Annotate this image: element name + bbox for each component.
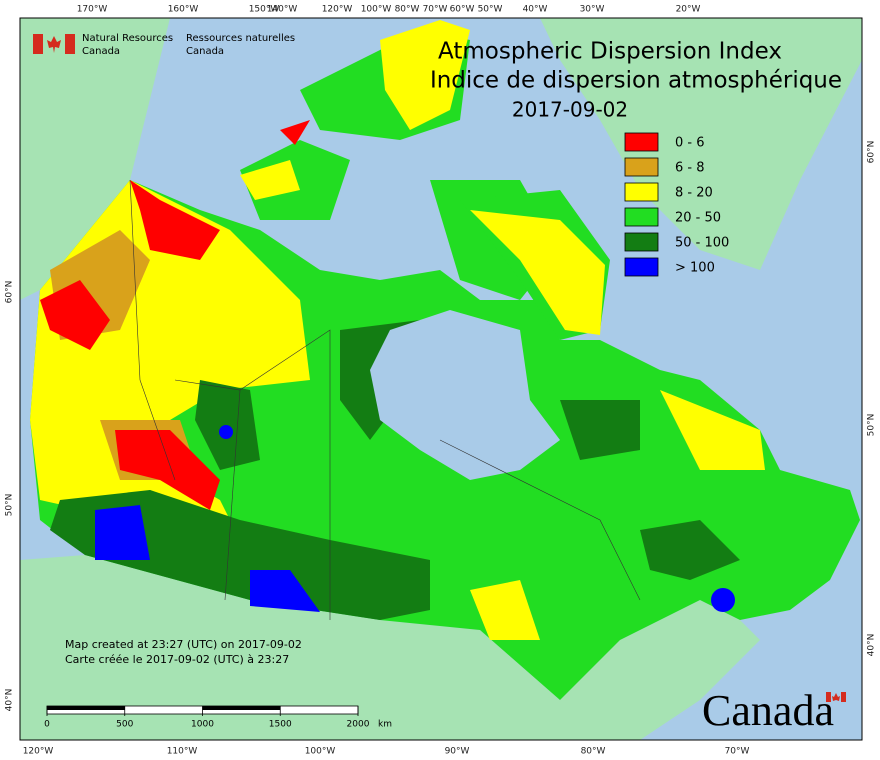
map-date: 2017-09-02 — [512, 98, 628, 122]
scale-unit: km — [378, 720, 392, 730]
map-title: Indice de dispersion atmosphérique — [430, 68, 842, 94]
header-en: Natural Resources — [82, 33, 173, 44]
legend-swatch — [624, 182, 659, 202]
map-title: Atmospheric Dispersion Index — [438, 39, 782, 65]
lon-label: 170°W — [77, 5, 108, 15]
legend-label: 0 - 6 — [675, 136, 705, 151]
lon-label: 40°W — [523, 5, 548, 15]
scale-label: 1500 — [269, 720, 292, 730]
legend-label: > 100 — [675, 261, 715, 276]
lon-label: 120°W — [322, 5, 353, 15]
lon-label: 70°W — [725, 747, 750, 757]
dynamic-layer: 0 - 6 6 - 8 8 - 20 20 - 50 50 - 100 > 100 170°… — [5, 5, 877, 757]
header-fr: Ressources naturelles — [186, 33, 295, 44]
legend-label: 50 - 100 — [675, 236, 729, 251]
lat-label: 50°N — [867, 414, 877, 437]
lon-label: 50°W — [478, 5, 503, 15]
legend-swatch — [624, 132, 659, 152]
lon-label: 30°W — [580, 5, 605, 15]
note: Map created at 23:27 (UTC) on 2017-09-02 — [65, 638, 302, 651]
lon-label: 100°W — [305, 747, 336, 757]
lon-label: 140°W — [267, 5, 298, 15]
lon-label: 160°W — [168, 5, 199, 15]
borders — [129, 179, 641, 620]
lon-label: 120°W — [23, 747, 54, 757]
header-fr: Canada — [186, 46, 224, 57]
scale-segment — [202, 706, 281, 710]
dispersion-zones — [30, 20, 860, 700]
lon-label: 90°W — [445, 747, 470, 757]
lon-label: 110°W — [167, 747, 198, 757]
canada-wordmark: Canada — [702, 686, 846, 735]
wordmark: Canada — [702, 686, 834, 735]
legend-swatch — [624, 207, 659, 227]
legend-swatch — [624, 157, 659, 177]
lon-label: 60°W — [450, 5, 475, 15]
lon-label: 20°W — [676, 5, 701, 15]
lon-label: 70°W — [423, 5, 448, 15]
lat-label: 60°N — [867, 141, 877, 164]
scale-label: 500 — [116, 720, 133, 730]
lon-label: 150°W — [249, 5, 280, 15]
note: Carte créée le 2017-09-02 (UTC) à 23:27 — [65, 653, 289, 666]
lon-label: 100°W — [361, 5, 392, 15]
lat-label: 40°N — [867, 634, 877, 657]
scale-label: 2000 — [347, 720, 370, 730]
legend-swatch — [624, 232, 659, 252]
legend-label: 20 - 50 — [675, 211, 721, 226]
lon-label: 80°W — [581, 747, 606, 757]
scale-label: 1000 — [191, 720, 214, 730]
lat-label: 60°N — [5, 281, 15, 304]
header-en: Canada — [82, 46, 120, 57]
legend-label: 6 - 8 — [675, 161, 705, 176]
scale-segment — [47, 706, 125, 710]
legend-label: 8 - 20 — [675, 186, 713, 201]
lat-label: 40°N — [5, 689, 15, 712]
foreign-land — [20, 18, 862, 740]
legend-swatch — [624, 257, 659, 277]
lat-label: 50°N — [5, 494, 15, 517]
lon-label: 80°W — [395, 5, 420, 15]
map-frame — [19, 17, 863, 741]
nrcan-flag — [33, 34, 75, 54]
scale-label: 0 — [44, 720, 50, 730]
